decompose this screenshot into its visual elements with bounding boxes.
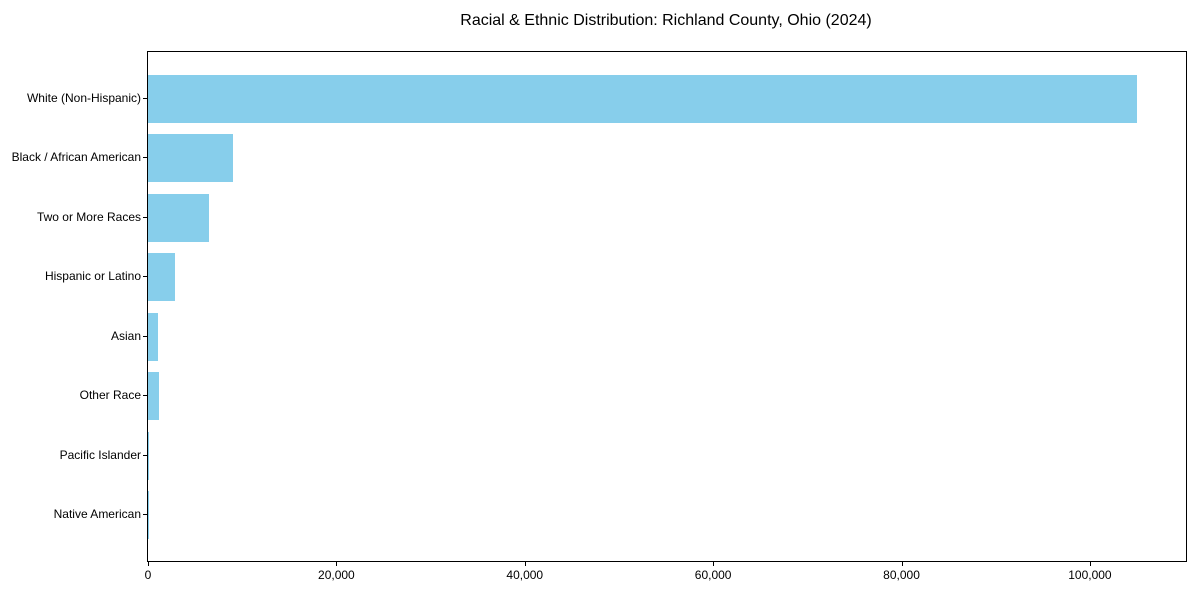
x-tick-mark	[148, 562, 149, 566]
x-tick-mark	[524, 562, 526, 566]
chart-bar	[148, 193, 209, 242]
y-tick-label: White (Non-Hispanic)	[26, 91, 141, 105]
chart-bar	[148, 312, 158, 361]
chart-bar	[148, 134, 233, 183]
chart-bar	[148, 253, 176, 302]
y-tick-label: Hispanic or Latino	[44, 269, 141, 284]
x-tick-label: 0	[144, 568, 152, 582]
y-tick-mark	[143, 276, 147, 278]
plot-area	[147, 51, 1187, 562]
x-tick-label: 60,000	[694, 568, 732, 582]
x-tick-label: 80,000	[883, 568, 920, 582]
x-tick-mark	[901, 562, 903, 566]
x-tick-mark	[1089, 562, 1091, 566]
y-tick-label: Black / African American	[11, 150, 141, 165]
chart-bar	[148, 75, 1138, 123]
y-tick-mark	[143, 216, 147, 218]
x-tick-label: 20,000	[318, 568, 355, 582]
y-tick-label: Other Race	[79, 388, 141, 403]
x-tick-label: 40,000	[506, 568, 544, 582]
chart-bar	[148, 372, 160, 421]
chart-title: Racial & Ethnic Distribution: Richland C…	[460, 12, 872, 29]
x-tick-mark	[336, 562, 338, 566]
chart-bar	[148, 431, 149, 480]
y-tick-mark	[143, 98, 147, 99]
y-tick-mark	[143, 395, 147, 397]
y-tick-label: Asian	[110, 328, 141, 343]
y-tick-label: Native American	[53, 507, 141, 522]
y-tick-label: Pacific Islander	[59, 447, 141, 462]
y-tick-mark	[143, 454, 147, 456]
y-tick-mark	[143, 514, 147, 516]
y-tick-mark	[143, 157, 147, 159]
y-tick-mark	[143, 335, 147, 337]
x-tick-mark	[713, 562, 715, 566]
x-tick-label: 100,000	[1068, 568, 1112, 582]
y-tick-label: Two or More Races	[36, 209, 141, 224]
